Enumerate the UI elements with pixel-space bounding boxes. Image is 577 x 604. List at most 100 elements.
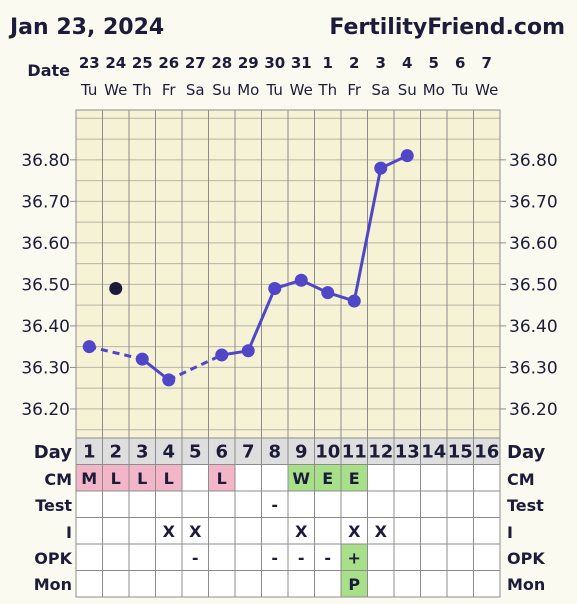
date-label: 30	[264, 54, 285, 72]
temperature-point	[82, 340, 96, 354]
y-tick-label-left: 36.50	[21, 275, 70, 295]
temperature-point	[321, 286, 335, 300]
temperature-point	[400, 149, 414, 163]
date-label: 27	[185, 54, 206, 72]
y-tick-label-left: 36.40	[21, 317, 70, 337]
cycle-day-cell-text: 11	[342, 441, 367, 462]
cycle-day-cell-text: 2	[109, 441, 122, 462]
temperature-point	[268, 282, 282, 296]
rows-layer: 1 2 3 4 5 6 7 8 9 10 11 12 13 14 15 16M L L L L W E E-X X X X X- - -…	[75, 437, 501, 598]
y-tick-label-right: 36.50	[509, 275, 558, 295]
cycle-day-cell	[420, 437, 448, 465]
cm-cell	[128, 464, 156, 492]
temperature-line-segment	[168, 353, 223, 382]
temperature-point	[294, 273, 308, 287]
test-row-label-left: Test	[35, 496, 72, 515]
weekday-label: We	[475, 81, 498, 99]
temperature-line-segment	[88, 345, 143, 361]
date-label: 6	[455, 54, 465, 72]
temperature-point	[135, 352, 149, 366]
opk-row-label-left: OPK	[34, 549, 72, 568]
i-row-label-left: I	[66, 523, 72, 542]
opk-cell	[261, 543, 289, 571]
test-cell	[314, 490, 342, 518]
mon-cell-text: P	[348, 575, 360, 594]
opk-cell	[314, 543, 342, 571]
cm-cell	[393, 464, 421, 492]
cycle-day-cell-text: 8	[268, 441, 281, 462]
weekday-label: We	[104, 81, 127, 99]
weekday-label: Th	[317, 81, 337, 99]
date-label: 7	[482, 54, 492, 72]
test-cell	[340, 490, 368, 518]
mon-cell	[420, 570, 448, 598]
cm-cell	[340, 464, 368, 492]
opk-cell-text: -	[271, 548, 278, 567]
cm-cell-text: E	[349, 469, 360, 488]
chart-date: Jan 23, 2024	[8, 15, 164, 40]
intercourse-cell	[75, 517, 103, 545]
cycle-day-cell-text: 4	[162, 441, 175, 462]
cycle-day-cell	[393, 437, 421, 465]
test-row-label-right: Test	[507, 496, 544, 515]
intercourse-cell-text: X	[189, 522, 202, 541]
opk-cell	[234, 543, 262, 571]
test-cell	[446, 490, 474, 518]
cm-row-label-right: CM	[507, 470, 535, 489]
opk-cell	[155, 543, 183, 571]
mon-cell	[367, 570, 395, 598]
y-tick-label-left: 36.80	[21, 151, 70, 171]
temperature-point	[374, 161, 388, 175]
mon-cell	[446, 570, 474, 598]
intercourse-cell	[155, 517, 183, 545]
cm-cell	[234, 464, 262, 492]
temperature-point	[241, 344, 255, 358]
y-tick-label-left: 36.70	[21, 192, 70, 212]
test-cell	[128, 490, 156, 518]
intercourse-cell-text: X	[163, 522, 176, 541]
temperature-point	[162, 373, 176, 387]
discarded-temperature-point	[109, 282, 123, 296]
i-row-label-right: I	[507, 523, 513, 542]
mon-cell	[340, 570, 368, 598]
opk-cell	[128, 543, 156, 571]
mon-cell	[181, 570, 209, 598]
cm-cell	[314, 464, 342, 492]
opk-cell	[420, 543, 448, 571]
intercourse-cell	[340, 517, 368, 545]
test-cell	[367, 490, 395, 518]
intercourse-cell	[314, 517, 342, 545]
date-label: 29	[238, 54, 259, 72]
date-label: 3	[376, 54, 386, 72]
temperature-line-segment	[246, 287, 277, 352]
date-label: 31	[291, 54, 312, 72]
grid-layer	[70, 109, 506, 439]
opk-cell	[208, 543, 236, 571]
test-cell	[181, 490, 209, 518]
intercourse-cell	[261, 517, 289, 545]
opk-cell	[393, 543, 421, 571]
cm-cell	[446, 464, 474, 492]
cm-cell-text: L	[137, 469, 147, 488]
day-row-label-right: Day	[507, 442, 546, 463]
test-cell	[234, 490, 262, 518]
weekday-label: Fr	[162, 81, 177, 99]
weekday-label: Su	[398, 81, 417, 99]
cycle-day-cell	[446, 437, 474, 465]
cm-cell	[208, 464, 236, 492]
opk-cell-text: -	[298, 548, 305, 567]
date-label: 23	[79, 54, 100, 72]
cm-cell	[367, 464, 395, 492]
weekday-label: Tu	[266, 81, 283, 99]
opk-cell	[446, 543, 474, 571]
weekday-label: We	[290, 81, 313, 99]
cm-cell	[261, 464, 289, 492]
mon-cell	[208, 570, 236, 598]
weekday-label: Mo	[237, 81, 259, 99]
weekday-label: Th	[132, 81, 152, 99]
y-tick-label-right: 36.20	[509, 400, 558, 420]
cycle-day-cell-text: 12	[368, 441, 393, 462]
temperature-point	[215, 348, 229, 362]
intercourse-cell	[446, 517, 474, 545]
cm-cell-text: W	[292, 469, 310, 488]
